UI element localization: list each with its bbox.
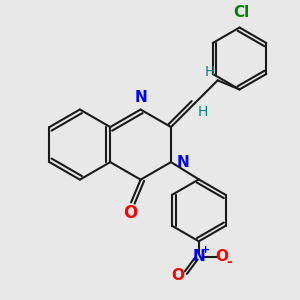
Text: N: N xyxy=(134,90,147,105)
Text: O: O xyxy=(172,268,185,283)
Text: O: O xyxy=(215,250,228,265)
Text: O: O xyxy=(123,205,137,223)
Text: Cl: Cl xyxy=(233,5,250,20)
Text: -: - xyxy=(226,255,232,269)
Text: +: + xyxy=(201,245,210,255)
Text: H: H xyxy=(204,65,215,79)
Text: N: N xyxy=(192,250,205,265)
Text: H: H xyxy=(197,105,208,119)
Text: N: N xyxy=(176,154,189,169)
